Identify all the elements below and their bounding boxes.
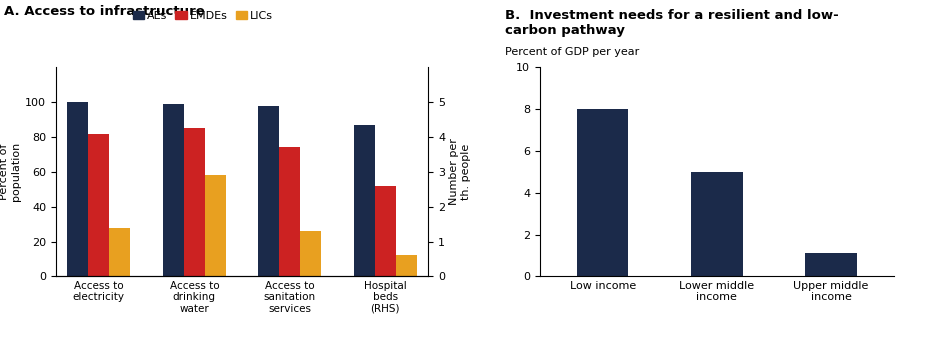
Bar [691, 172, 743, 276]
Legend: AEs, EMDEs, LICs: AEs, EMDEs, LICs [128, 6, 277, 25]
Bar [163, 104, 183, 276]
Bar [67, 102, 88, 276]
Bar [301, 231, 321, 276]
Bar [258, 106, 279, 276]
Text: B.  Investment needs for a resilient and low-
carbon pathway: B. Investment needs for a resilient and … [505, 9, 838, 37]
Bar [88, 133, 109, 276]
Bar [577, 109, 628, 276]
Bar [396, 255, 417, 276]
Text: A. Access to infrastructure: A. Access to infrastructure [4, 5, 205, 18]
Bar [354, 125, 375, 276]
Bar [109, 227, 130, 276]
Bar [205, 175, 226, 276]
Bar [375, 186, 396, 276]
Bar [183, 128, 205, 276]
Y-axis label: Number per
th. people: Number per th. people [450, 139, 471, 205]
Bar [279, 148, 301, 276]
Y-axis label: Percent of
population: Percent of population [0, 142, 21, 202]
Text: Percent of GDP per year: Percent of GDP per year [505, 47, 639, 57]
Bar [805, 253, 857, 276]
